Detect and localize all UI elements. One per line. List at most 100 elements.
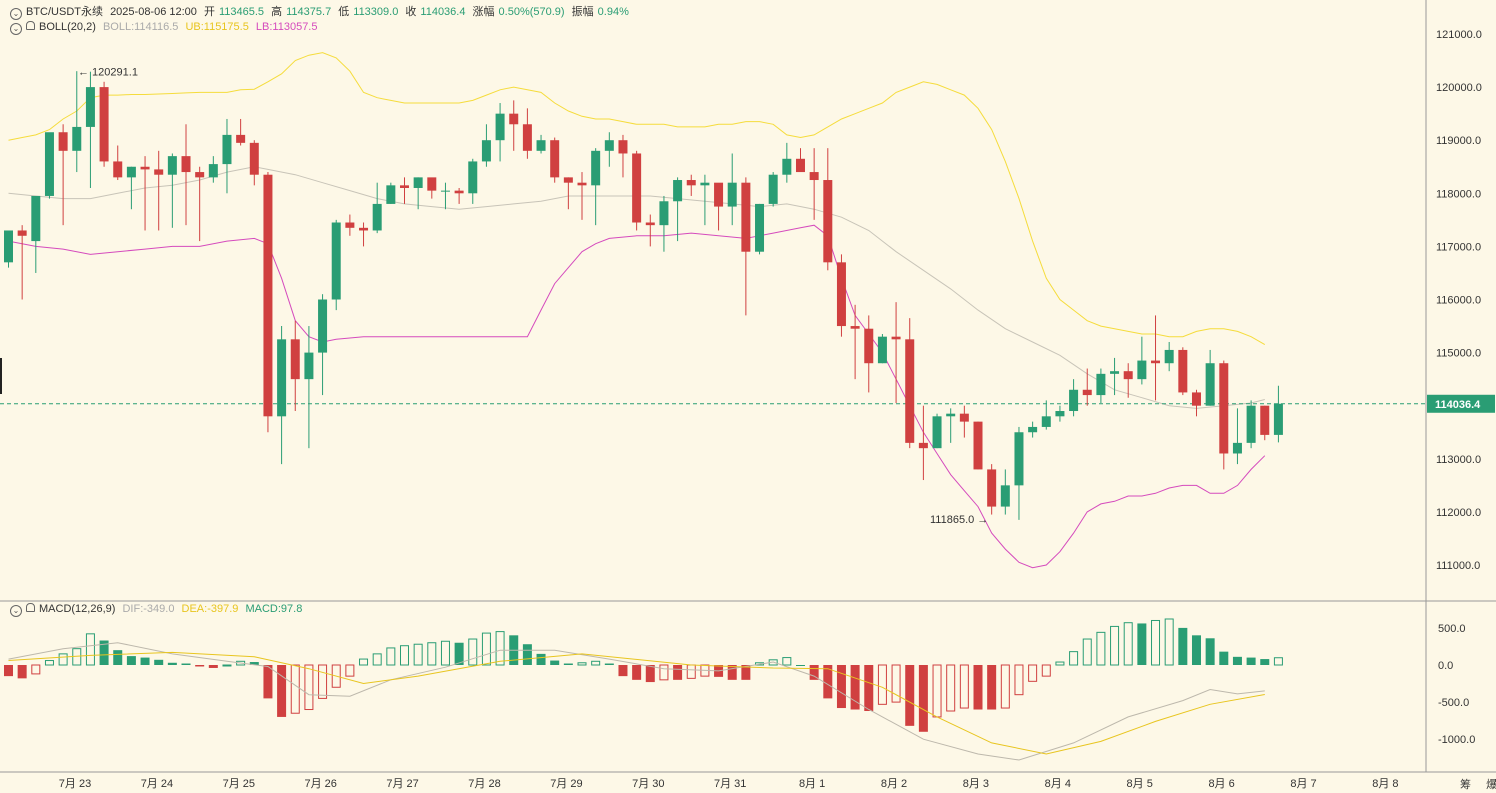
macd-bar xyxy=(686,664,696,679)
candle-body xyxy=(836,262,846,327)
candle-body xyxy=(632,153,642,223)
candle-body xyxy=(577,182,587,186)
candle-body xyxy=(768,174,778,204)
price-tick-label: 117000.0 xyxy=(1436,241,1481,253)
macd-tick-label: 500.0 xyxy=(1438,623,1466,635)
macd-bar xyxy=(318,664,328,699)
candle-body xyxy=(1096,373,1106,396)
change-value: 0.50%(570.9) xyxy=(498,6,565,18)
macd-bar xyxy=(850,665,860,710)
candle-body xyxy=(1151,360,1161,364)
candle-body xyxy=(823,180,833,263)
candle-body xyxy=(714,182,724,207)
low-annotation: 111865.0 → xyxy=(930,514,988,526)
candle-body xyxy=(563,177,573,183)
candle-body xyxy=(522,124,532,151)
time-tick-label: 8月 7 xyxy=(1290,778,1316,790)
candle-body xyxy=(304,352,314,380)
macd-bar xyxy=(154,659,164,665)
time-tick-label: 8月 1 xyxy=(799,778,825,790)
macd-bar xyxy=(1246,657,1256,665)
macd-bar xyxy=(4,665,13,677)
price-tick-label: 120000.0 xyxy=(1436,82,1482,94)
bell-icon[interactable] xyxy=(26,21,35,30)
candle-body xyxy=(1164,349,1174,364)
candle-body xyxy=(290,339,300,380)
macd-bar xyxy=(113,650,123,665)
collapse-icon[interactable]: ⌄ xyxy=(10,605,22,617)
macd-bar xyxy=(891,664,901,703)
liquidation-button[interactable]: 爆 xyxy=(1486,779,1496,791)
last-price-tag xyxy=(1427,394,1495,413)
macd-bar xyxy=(249,662,259,665)
candle-body xyxy=(905,339,915,443)
time-tick-label: 8月 2 xyxy=(881,778,907,790)
candle-body xyxy=(795,158,805,173)
candle-body xyxy=(236,134,246,143)
boll-name[interactable]: BOLL(20,2) xyxy=(39,21,96,33)
macd-bar xyxy=(359,658,369,666)
candle-body xyxy=(673,180,683,202)
candle-body xyxy=(700,182,710,186)
candle-body xyxy=(509,113,519,125)
candle-body xyxy=(372,203,382,231)
candle-body xyxy=(249,142,259,175)
macd-bar xyxy=(331,664,341,688)
macd-bar xyxy=(659,664,669,681)
candle-body xyxy=(1260,405,1270,435)
time-tick-label: 7月 27 xyxy=(386,778,418,790)
macd-bar xyxy=(454,642,464,665)
candle-body xyxy=(208,164,218,178)
collapse-icon[interactable]: ⌄ xyxy=(10,8,22,20)
macd-bar xyxy=(440,640,450,666)
high-value: 114375.7 xyxy=(286,6,332,18)
time-tick-label: 7月 25 xyxy=(223,778,255,790)
candle-body xyxy=(864,328,874,364)
collapse-icon[interactable]: ⌄ xyxy=(10,23,22,35)
candle-body xyxy=(1273,403,1283,435)
boll-lb-value: LB:113057.5 xyxy=(255,21,318,33)
macd-bar xyxy=(1082,638,1092,666)
macd-bar xyxy=(946,664,956,712)
candle-body xyxy=(1055,411,1065,417)
macd-bar xyxy=(864,665,874,712)
macd-bar xyxy=(973,665,983,710)
macd-bar xyxy=(1205,638,1215,665)
candle-body xyxy=(946,413,956,417)
candle-body xyxy=(659,201,669,226)
macd-bar xyxy=(31,664,41,675)
boll-ub-value: UB:115175.5 xyxy=(185,21,249,33)
macd-bar xyxy=(468,638,478,666)
candle-body xyxy=(413,177,423,188)
macd-bar xyxy=(208,665,218,668)
macd-bar xyxy=(1178,627,1188,665)
time-tick-label: 8月 6 xyxy=(1208,778,1234,790)
price-tick-label: 112000.0 xyxy=(1436,507,1481,519)
price-tick-label: 113000.0 xyxy=(1436,454,1481,466)
macd-bar xyxy=(222,664,232,667)
macd-bar xyxy=(577,662,587,666)
candle-body xyxy=(427,177,437,191)
candle-body xyxy=(72,126,82,151)
candle-body xyxy=(1000,485,1010,507)
candle-body xyxy=(1205,363,1215,406)
macd-bar xyxy=(727,665,737,680)
candle-body xyxy=(645,222,655,226)
candle-body xyxy=(604,140,614,151)
macd-name[interactable]: MACD(12,26,9) xyxy=(39,603,116,615)
candle-body xyxy=(1014,432,1024,486)
candle-body xyxy=(468,161,478,194)
bell-icon[interactable] xyxy=(26,603,35,612)
macd-bar xyxy=(563,663,573,665)
macd-bar xyxy=(277,665,287,717)
amplitude-value: 0.94% xyxy=(597,6,629,18)
candle-body xyxy=(222,134,232,165)
candle-body xyxy=(741,182,751,252)
chip-button[interactable]: 筹 xyxy=(1460,779,1471,791)
boll-legend: ⌄ BOLL(20,2) BOLL:114116.5 UB:115175.5 LB… xyxy=(10,21,321,35)
macd-bar xyxy=(386,647,396,666)
macd-dea-value: DEA:-397.9 xyxy=(181,603,239,615)
candle-body xyxy=(140,166,150,170)
candle-body xyxy=(1069,389,1079,412)
